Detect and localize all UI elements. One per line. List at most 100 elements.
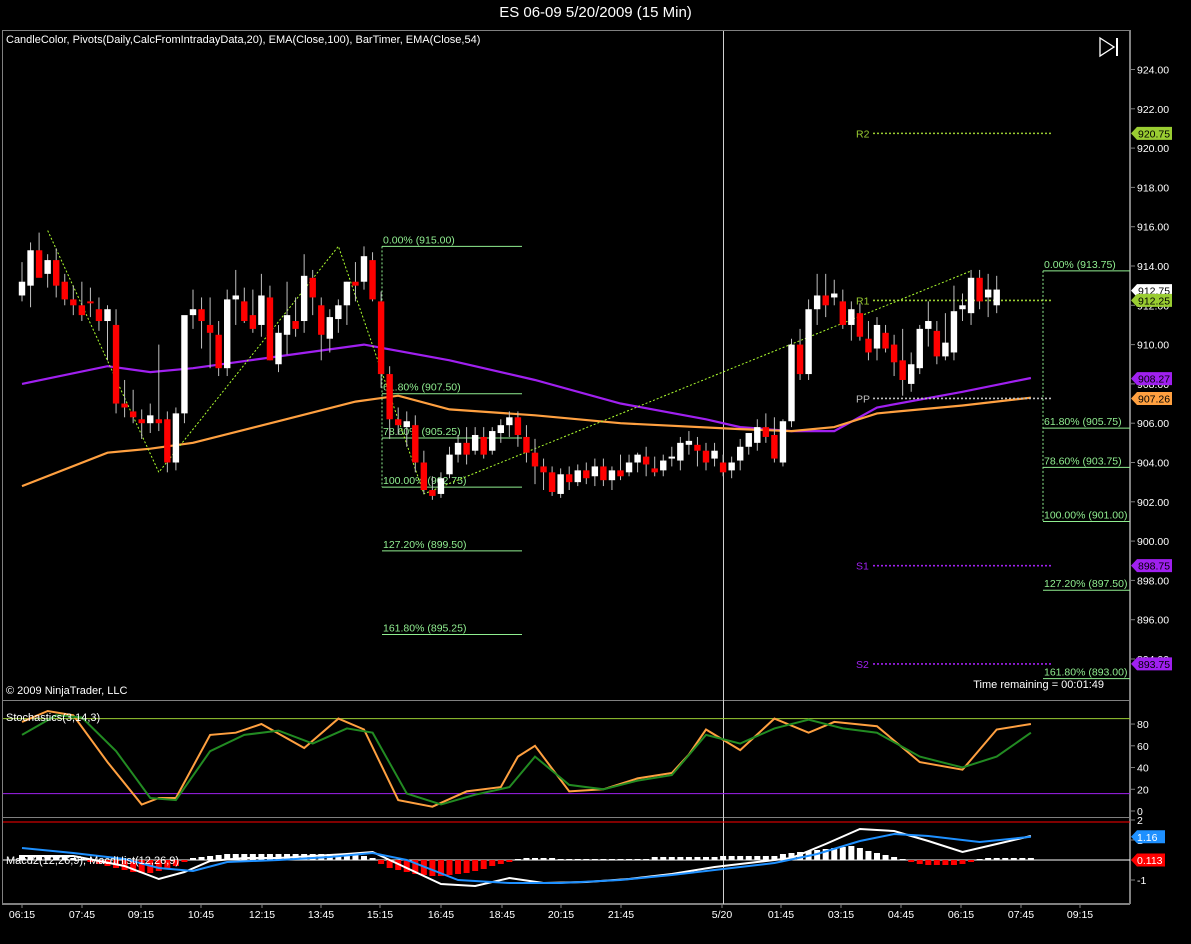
candle <box>335 299 342 333</box>
time-tick-label: 01:45 <box>768 909 794 921</box>
macd-hist-bar <box>215 855 222 860</box>
candle <box>805 299 812 380</box>
candle <box>634 452 641 473</box>
candle <box>548 466 556 496</box>
candle <box>95 297 103 331</box>
candle <box>53 248 60 298</box>
candle-body <box>762 427 770 437</box>
macd-hist-bar <box>53 855 60 860</box>
price-tick-label: 904.00 <box>1137 458 1169 470</box>
candle <box>890 334 898 377</box>
candle-body <box>719 462 727 473</box>
candle <box>309 269 316 316</box>
macd-hist-bar <box>737 856 744 860</box>
candle <box>395 407 402 435</box>
macd-hist-bar <box>27 855 34 860</box>
candle-body <box>352 281 359 286</box>
candle-body <box>104 309 111 322</box>
candle-body <box>181 315 188 414</box>
candle-body <box>882 332 889 349</box>
candle-body <box>241 301 248 322</box>
macd-hist-bar <box>1027 858 1034 860</box>
candle-body <box>155 419 162 424</box>
candle-body <box>480 436 487 455</box>
candle <box>420 450 428 494</box>
candle <box>27 242 34 308</box>
candle-body <box>839 301 846 325</box>
candle <box>754 419 761 451</box>
candle-body <box>531 452 539 467</box>
candle-body <box>138 419 145 424</box>
candle-body <box>959 305 966 310</box>
stoch-tick-label: 60 <box>1137 741 1149 753</box>
candle-body <box>566 474 573 483</box>
price-axis-label-bg <box>1131 372 1172 386</box>
play-icon[interactable] <box>1099 36 1118 58</box>
candle <box>343 281 351 325</box>
macd-hist-bar <box>574 859 581 860</box>
macd-hist-bar <box>591 859 598 860</box>
candle-body <box>369 260 376 300</box>
candle-body <box>745 433 752 447</box>
macd-hist-bar <box>959 860 966 864</box>
candle-body <box>925 321 932 329</box>
price-panel: R2 R1 PP S1 S2 0.00% (915.00) 61.80% (907.50) 7… <box>18 128 1130 680</box>
fib-level-label: 127.20% (899.50) <box>383 539 466 551</box>
candle-body <box>967 277 975 314</box>
price-tick-label: 898.00 <box>1137 575 1169 587</box>
macd-hist-bar <box>138 860 145 873</box>
stoch-tick-label: 40 <box>1137 763 1149 775</box>
candle <box>87 287 94 318</box>
macd-hist-bar <box>232 854 239 860</box>
candle <box>241 287 248 323</box>
candle <box>489 427 496 455</box>
candle-body <box>506 417 513 426</box>
macd-macd-line <box>22 827 1032 888</box>
candle-body <box>984 289 992 298</box>
candle-body <box>737 446 744 461</box>
candle-body <box>540 466 547 473</box>
candle-body <box>70 299 77 306</box>
candle <box>950 285 958 361</box>
macd-axis-label: 0.113 <box>1131 853 1165 867</box>
macd-hist-bar <box>207 856 214 860</box>
zigzag-line <box>47 230 972 495</box>
macd-hist-bar <box>1010 858 1017 860</box>
macd-hist-bar <box>19 855 25 860</box>
candle-body <box>788 344 795 422</box>
price-axis-label: 893.75 <box>1131 657 1172 671</box>
candle-body <box>856 313 864 337</box>
candle-body <box>933 330 941 357</box>
candle-body <box>224 299 231 369</box>
price-panel-frame <box>2 30 1130 701</box>
macd-tick-label: -1 <box>1137 875 1146 887</box>
candle <box>275 324 282 373</box>
fib-level-label: 78.60% (905.25) <box>383 426 461 438</box>
candle <box>745 433 752 455</box>
candle-body <box>198 309 205 322</box>
candle-body <box>677 442 684 461</box>
candle <box>232 269 239 325</box>
macd-hist-bar <box>985 858 992 860</box>
macd-hist-bar <box>480 860 487 869</box>
candle <box>258 273 265 337</box>
candle-body <box>548 472 556 492</box>
macd-hist-bar <box>540 858 547 860</box>
macd-hist-bar <box>36 855 43 860</box>
macd-hist-bar <box>651 857 658 860</box>
candle <box>480 427 487 459</box>
time-tick-label: 07:45 <box>1008 909 1034 921</box>
candle <box>249 289 257 333</box>
time-tick-label: 06:15 <box>9 909 35 921</box>
macd-hist-bar <box>523 858 530 860</box>
macd-hist-bar <box>437 860 444 876</box>
candle <box>976 269 983 310</box>
candle-body <box>660 460 667 471</box>
candle <box>215 321 222 377</box>
candle-body <box>993 289 1000 306</box>
candle-body <box>437 478 445 494</box>
candle <box>206 297 214 369</box>
macd-hist-bar <box>660 857 667 860</box>
stoch-k-line <box>21 709 1032 808</box>
